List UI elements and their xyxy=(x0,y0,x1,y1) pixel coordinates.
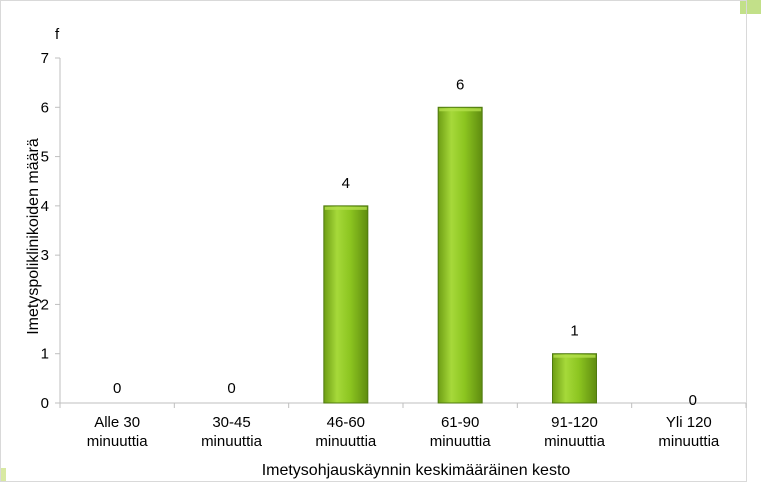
y-axis-title: Imetyspoliklinikoiden määrä xyxy=(25,138,42,335)
y-tick-label: 2 xyxy=(41,296,49,313)
x-tick-label: 30-45 minuuttia xyxy=(201,414,263,450)
x-axis-title: Imetysohjauskäynnin keskimääräinen kesto xyxy=(262,462,571,479)
x-tick-label: 46-60 minuuttia xyxy=(315,414,377,450)
bar-top-highlight xyxy=(553,354,596,358)
y-tick-label: 5 xyxy=(41,149,49,166)
x-tick-label: Yli 120 minuuttia xyxy=(658,414,720,450)
y-tick-label: 6 xyxy=(41,99,49,116)
data-label: 4 xyxy=(342,175,350,192)
bar-top-highlight xyxy=(324,206,367,210)
corner-accent-bottom-left xyxy=(0,468,6,482)
y-axis: 0 1 2 3 4 5 6 7 xyxy=(41,50,61,412)
corner-accent-top-right xyxy=(740,0,761,14)
data-label: 1 xyxy=(570,323,578,340)
x-tick-label: Alle 30 minuuttia xyxy=(87,414,149,450)
y-tick-label: 7 xyxy=(41,50,49,67)
data-label: 0 xyxy=(227,380,235,397)
x-axis: Alle 30 minuuttia 30-45 minuuttia 46-60 minuu… xyxy=(59,402,747,450)
data-label: 0 xyxy=(113,380,121,397)
y-tick-label: 1 xyxy=(41,346,49,363)
bar-top-highlight xyxy=(439,108,482,112)
y-axis-marker: f xyxy=(55,26,60,43)
bars xyxy=(323,106,597,404)
y-tick-label: 3 xyxy=(41,247,49,264)
y-tick-label: 0 xyxy=(41,395,49,412)
bar xyxy=(437,106,483,404)
data-label: 0 xyxy=(689,392,697,409)
data-label: 6 xyxy=(456,76,464,93)
bar xyxy=(323,205,369,404)
bar xyxy=(552,353,597,404)
x-tick-label: 91-120 minuuttia xyxy=(544,414,606,450)
x-tick-label: 61-90 minuuttia xyxy=(430,414,492,450)
data-labels: 0 0 4 6 1 0 xyxy=(113,76,697,409)
y-tick-label: 4 xyxy=(41,198,49,215)
